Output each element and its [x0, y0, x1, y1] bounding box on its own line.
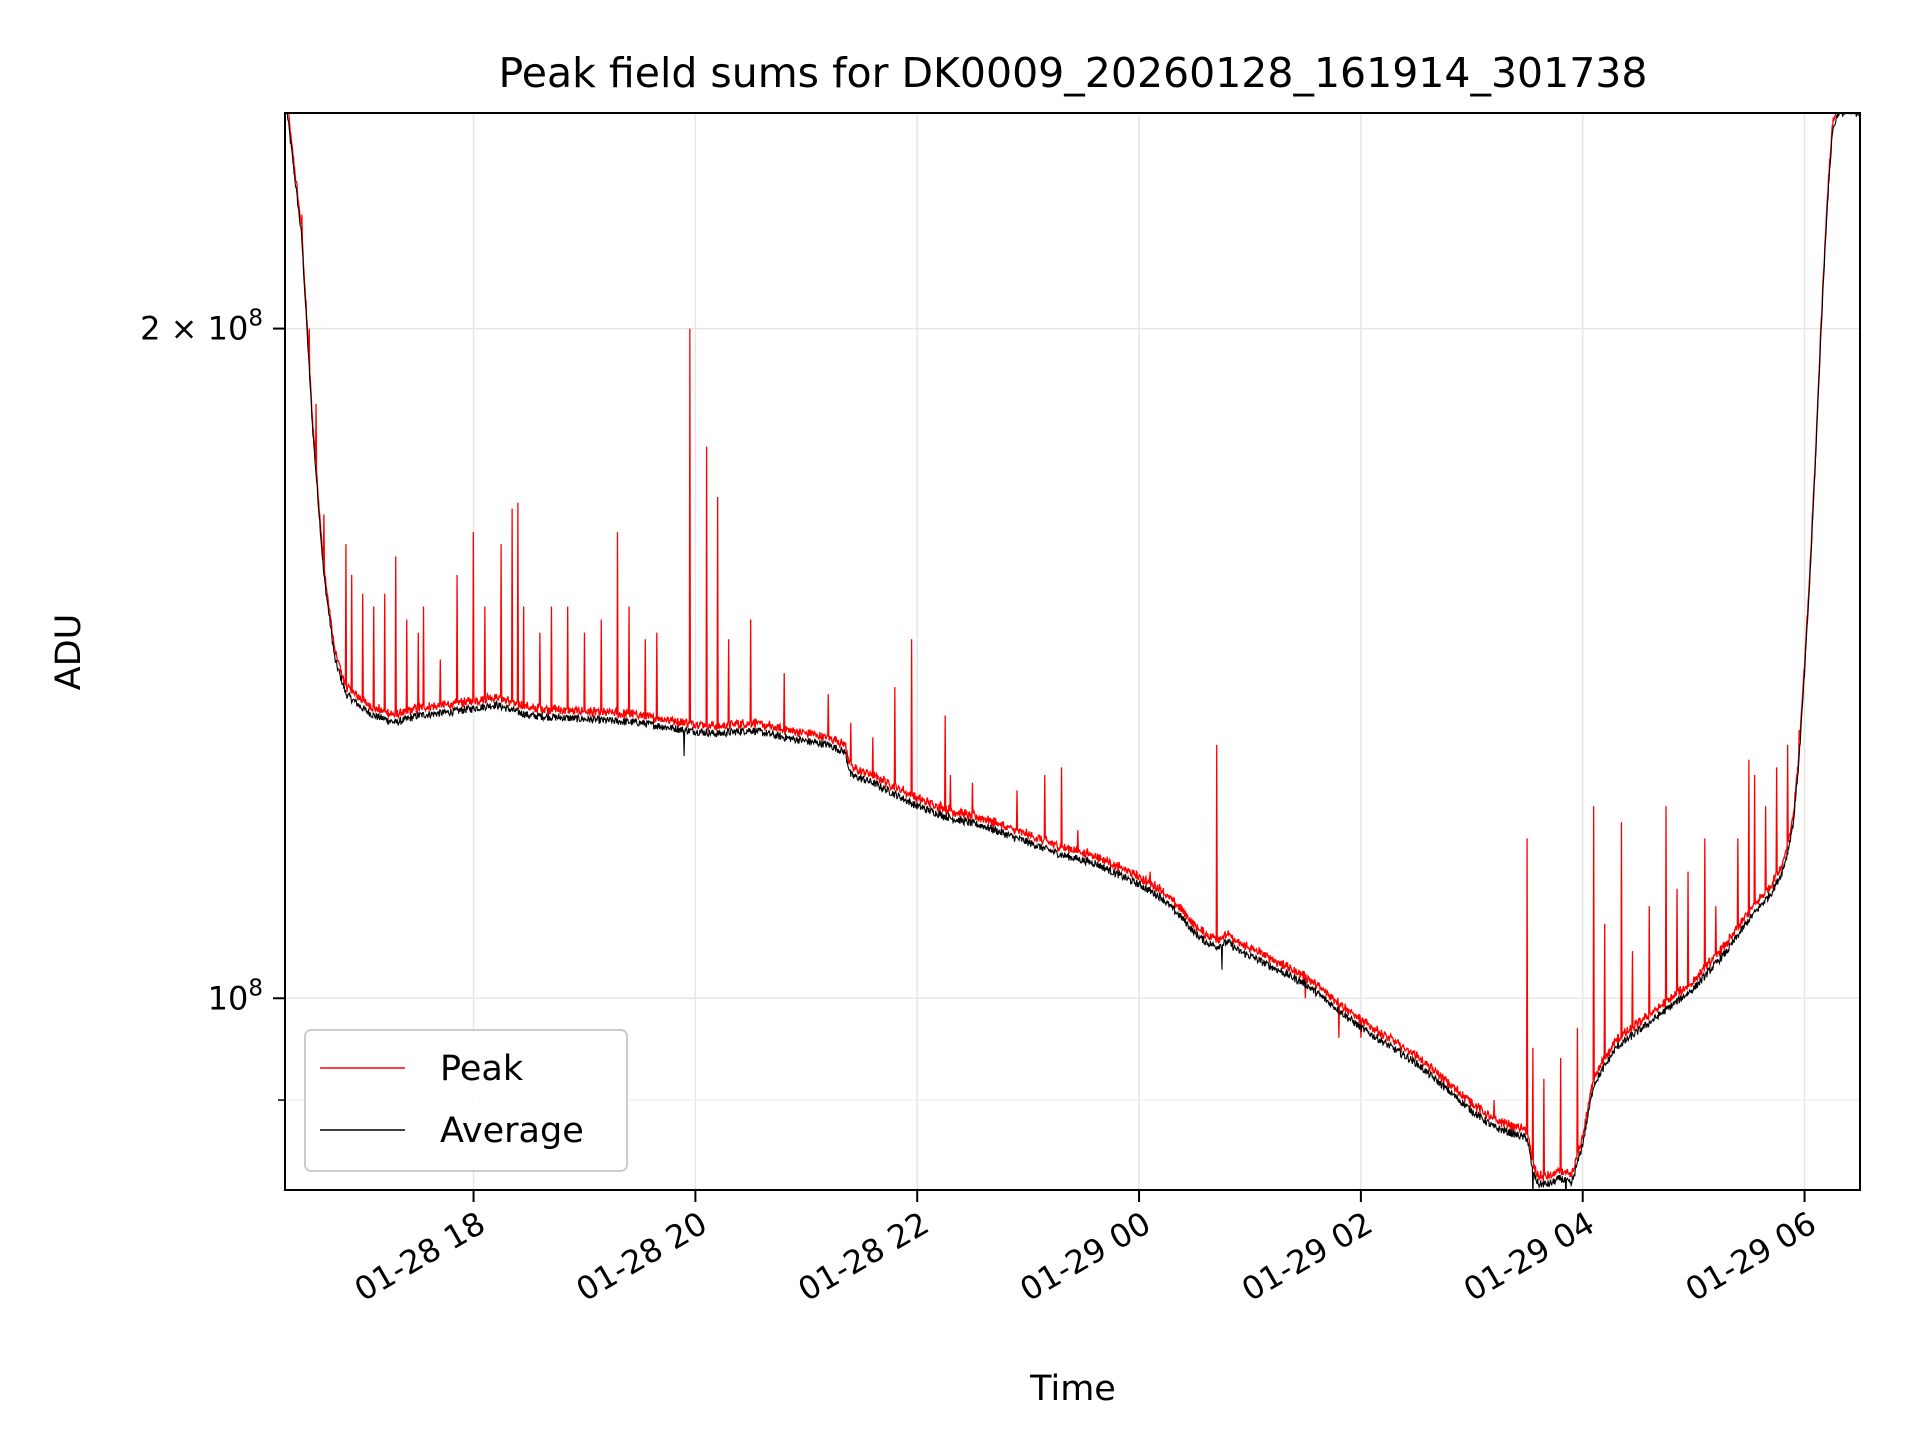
y-tick-label-base: 2 × 10	[140, 310, 248, 348]
legend: Peak Average	[304, 1029, 628, 1172]
y-tick-label-base: 10	[208, 979, 249, 1017]
grid-lines	[285, 113, 1860, 1190]
y-axis-label: ADU	[49, 614, 89, 691]
x-axis-label: Time	[1029, 1369, 1116, 1409]
y-tick-label-exponent: 8	[248, 306, 263, 332]
legend-box	[304, 1029, 628, 1172]
series-average-line	[286, 113, 1860, 1190]
legend-peak-label: Peak	[440, 1049, 524, 1089]
plot-frame	[284, 112, 1861, 1191]
legend-average-label: Average	[440, 1111, 584, 1151]
chart-title: Peak field sums for DK0009_20260128_1619…	[499, 49, 1648, 97]
series-peak-line	[287, 113, 1837, 1182]
y-tick-label: 108	[208, 975, 263, 1017]
y-tick-label-exponent: 8	[248, 975, 263, 1001]
y-tick-label: 2 × 108	[140, 306, 263, 348]
